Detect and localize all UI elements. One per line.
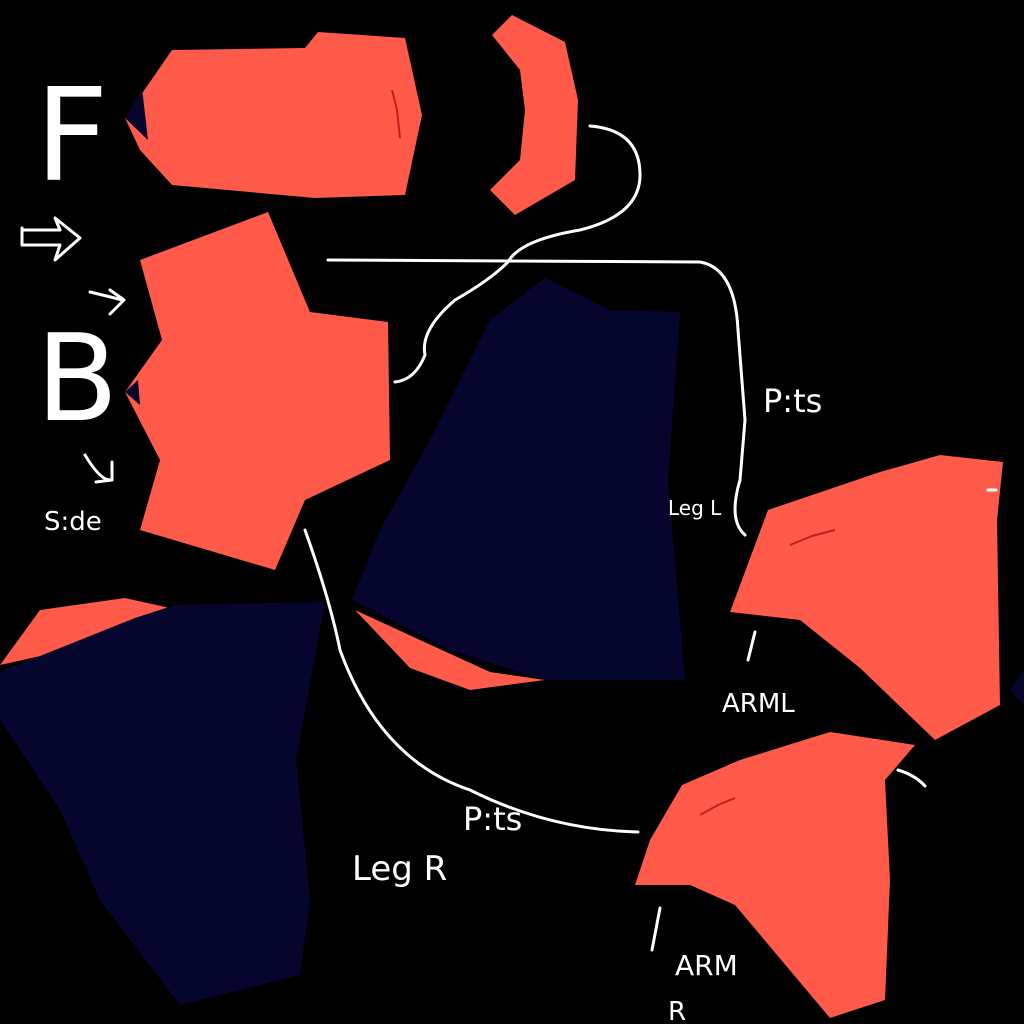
back-label: B	[36, 310, 118, 449]
pits-upper-label: P:ts	[763, 382, 822, 420]
collar-piece	[490, 15, 578, 215]
front-torso-piece	[125, 32, 422, 198]
arm-l-navy-tip	[1010, 670, 1024, 705]
leg-r-shape	[0, 602, 325, 1005]
arrow-outline-icon	[22, 218, 80, 260]
arm-r-tick	[898, 770, 925, 786]
arm-r-label: ARM	[675, 949, 738, 982]
back-torso-shape	[125, 212, 390, 570]
arm-l-slash	[748, 632, 755, 660]
front-label: F	[35, 62, 109, 211]
front-torso-shape	[125, 32, 422, 198]
side-label: S:de	[44, 507, 102, 537]
arm-r-label-suffix: R	[668, 997, 686, 1024]
leg-r-piece	[0, 598, 325, 1005]
back-torso-piece	[125, 212, 390, 570]
leg-r-label: Leg R	[352, 849, 447, 889]
pits-lower-label: P:ts	[463, 800, 522, 838]
leg-l-label: Leg L	[668, 496, 722, 520]
arm-r-slash	[652, 908, 660, 950]
leg-l-piece	[352, 278, 685, 690]
arm-l-label: ARML	[722, 689, 795, 719]
leg-l-shape	[352, 278, 685, 680]
arrow-curved-icon-2	[85, 455, 112, 482]
